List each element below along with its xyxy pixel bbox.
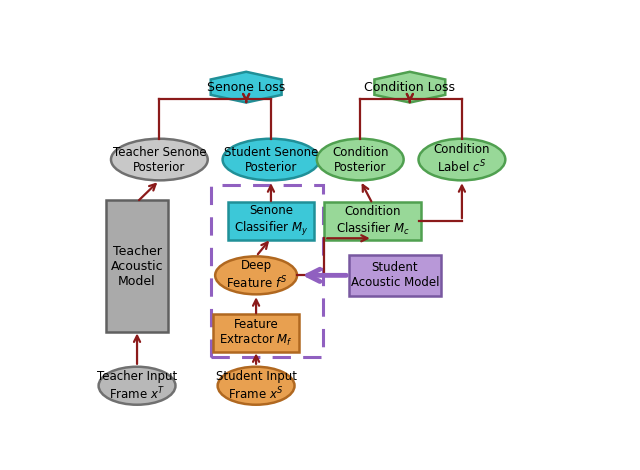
Text: Senone Loss: Senone Loss xyxy=(207,81,285,94)
Text: Student Senone
Posterior: Student Senone Posterior xyxy=(224,146,318,173)
Text: Teacher Senone
Posterior: Teacher Senone Posterior xyxy=(113,146,206,173)
Text: Student
Acoustic Model: Student Acoustic Model xyxy=(351,261,439,290)
FancyBboxPatch shape xyxy=(228,202,314,240)
Ellipse shape xyxy=(317,139,404,180)
FancyBboxPatch shape xyxy=(324,202,421,240)
Polygon shape xyxy=(211,72,282,102)
Text: Senone
Classifier $M_y$: Senone Classifier $M_y$ xyxy=(234,204,308,238)
Ellipse shape xyxy=(215,256,297,294)
FancyBboxPatch shape xyxy=(106,200,168,332)
Ellipse shape xyxy=(99,367,175,405)
Text: Feature
Extractor $M_f$: Feature Extractor $M_f$ xyxy=(219,318,293,348)
Text: Condition Loss: Condition Loss xyxy=(364,81,455,94)
Text: Teacher Input
Frame $x^T$: Teacher Input Frame $x^T$ xyxy=(97,369,177,402)
Ellipse shape xyxy=(111,139,208,180)
Text: Student Input
Frame $x^S$: Student Input Frame $x^S$ xyxy=(216,369,296,402)
FancyBboxPatch shape xyxy=(212,314,300,352)
Text: Deep
Feature $f^S$: Deep Feature $f^S$ xyxy=(225,259,287,291)
Text: Condition
Label $c^S$: Condition Label $c^S$ xyxy=(434,143,490,176)
Polygon shape xyxy=(374,72,445,102)
Text: Teacher
Acoustic
Model: Teacher Acoustic Model xyxy=(111,245,163,288)
Ellipse shape xyxy=(419,139,506,180)
Text: Condition
Classifier $M_c$: Condition Classifier $M_c$ xyxy=(335,205,410,237)
Text: Condition
Posterior: Condition Posterior xyxy=(332,146,388,173)
FancyBboxPatch shape xyxy=(349,255,441,296)
Ellipse shape xyxy=(218,367,294,405)
Ellipse shape xyxy=(223,139,319,180)
